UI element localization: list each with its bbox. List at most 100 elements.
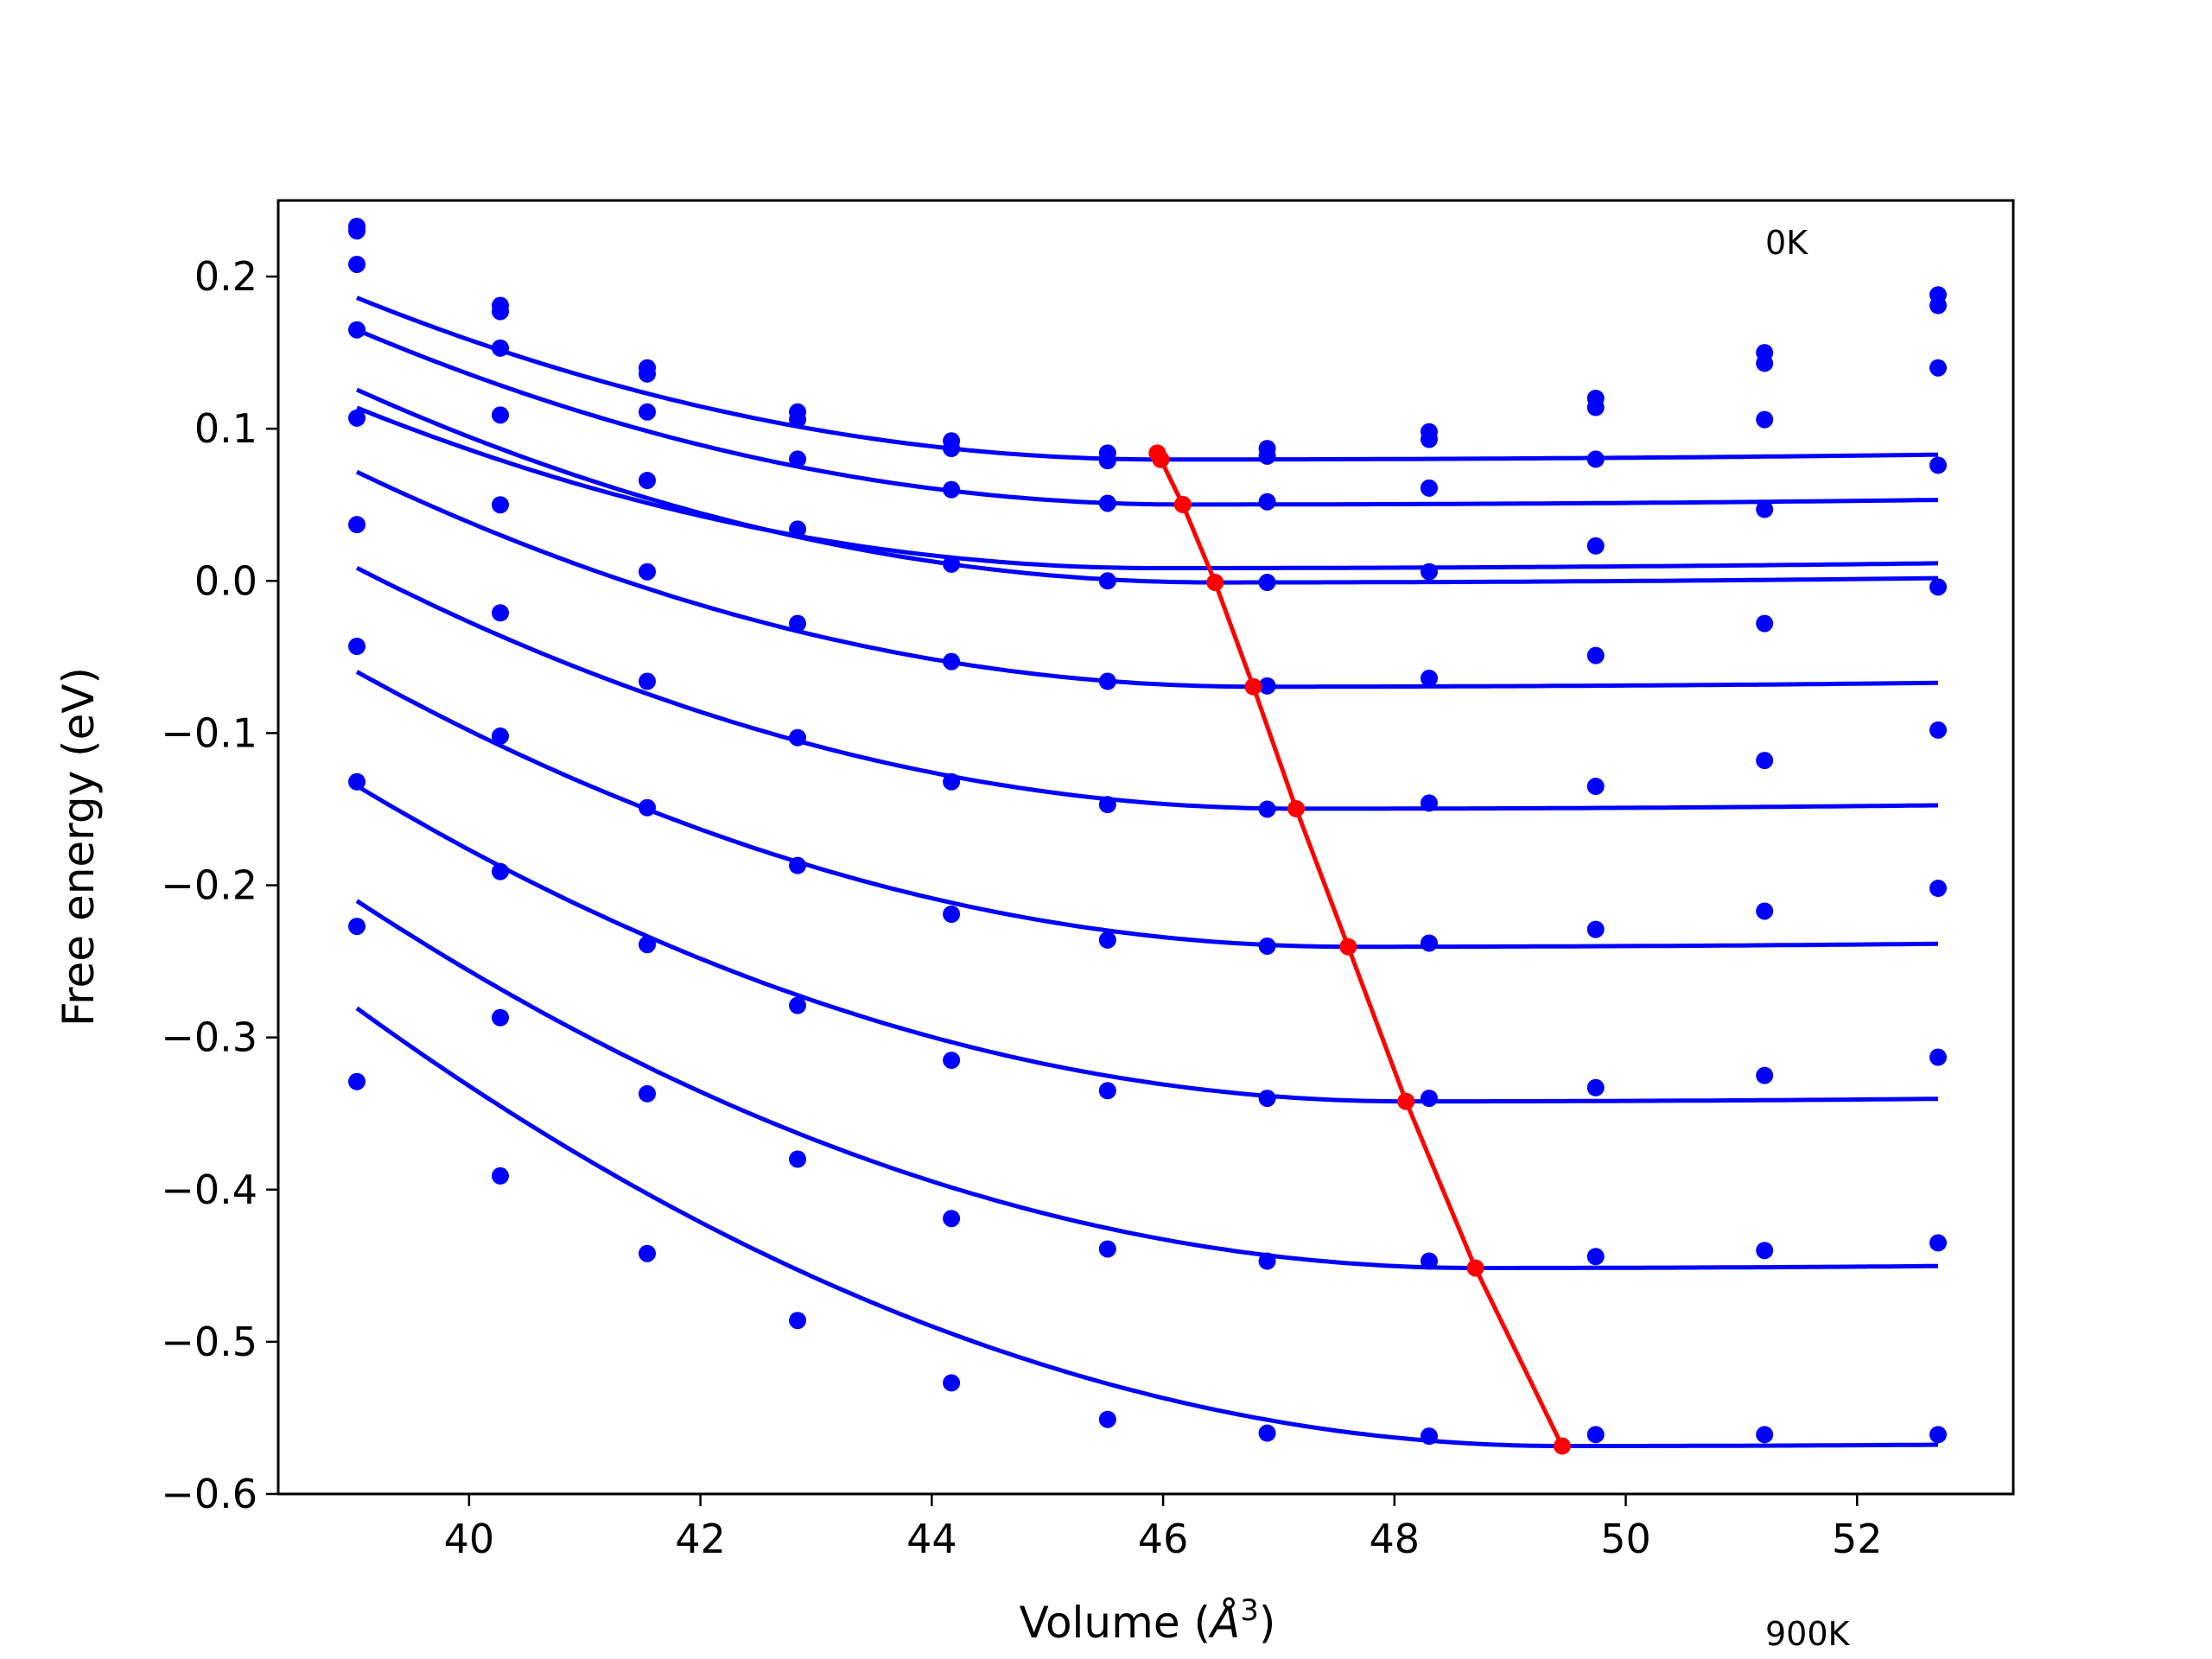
data-point xyxy=(1756,1242,1774,1260)
y-tick-label: −0.6 xyxy=(161,1471,257,1517)
y-tick-label: −0.3 xyxy=(161,1014,257,1061)
data-point xyxy=(1258,937,1276,955)
minimum-point xyxy=(1152,450,1170,468)
data-point xyxy=(789,728,807,747)
data-point xyxy=(348,255,366,273)
data-point xyxy=(1929,1234,1947,1252)
data-point xyxy=(1258,677,1276,695)
data-point xyxy=(1420,794,1438,812)
data-point xyxy=(1586,1078,1605,1096)
data-point xyxy=(1098,494,1116,512)
data-point xyxy=(1420,1090,1438,1108)
fit-curve-4 xyxy=(355,469,1939,690)
data-point xyxy=(1420,1252,1438,1270)
data-point xyxy=(1586,1426,1605,1444)
data-point xyxy=(1756,354,1774,372)
data-point xyxy=(1098,1240,1116,1258)
x-tick-label: 48 xyxy=(1370,1516,1421,1562)
data-point xyxy=(639,672,657,690)
data-point xyxy=(1929,1048,1947,1066)
data-point xyxy=(348,1072,366,1090)
x-tick-label: 40 xyxy=(444,1516,495,1562)
data-point xyxy=(1586,537,1605,555)
data-point xyxy=(1756,410,1774,429)
minimum-point xyxy=(1244,677,1262,696)
x-tick-label: 50 xyxy=(1600,1516,1651,1562)
fit-curve-2 xyxy=(356,327,1939,507)
data-point xyxy=(1756,1426,1774,1444)
data-point xyxy=(1586,1248,1605,1266)
data-point xyxy=(492,1008,510,1027)
x-tick-label: 46 xyxy=(1138,1516,1189,1562)
data-point xyxy=(789,520,807,538)
data-point xyxy=(492,604,510,622)
data-point xyxy=(943,905,961,923)
data-point xyxy=(789,1312,807,1330)
y-tick-label: −0.5 xyxy=(161,1319,257,1365)
data-point xyxy=(639,563,657,581)
minimum-point xyxy=(1173,495,1192,513)
minimum-point xyxy=(1287,799,1306,817)
data-point xyxy=(1756,500,1774,518)
fit-curve-5 xyxy=(355,565,1939,811)
x-tick-label: 42 xyxy=(675,1516,726,1562)
data-point xyxy=(1420,670,1438,688)
data-point xyxy=(1098,931,1116,949)
data-point xyxy=(943,1052,961,1070)
data-point xyxy=(348,638,366,656)
y-tick-label: −0.1 xyxy=(161,709,257,756)
data-point xyxy=(348,772,366,791)
data-point xyxy=(492,862,510,880)
data-point xyxy=(1098,672,1116,690)
minimum-point xyxy=(1466,1259,1484,1277)
data-point xyxy=(492,406,510,424)
data-point xyxy=(1756,614,1774,632)
data-point xyxy=(1586,398,1605,416)
y-tick-label: −0.2 xyxy=(161,862,257,909)
data-point xyxy=(348,409,366,427)
data-point xyxy=(789,1150,807,1168)
data-point xyxy=(1756,752,1774,770)
data-point xyxy=(1098,1082,1116,1100)
data-point xyxy=(639,1244,657,1262)
data-point xyxy=(639,403,657,421)
data-point xyxy=(943,480,961,499)
y-axis-label: Free energy (eV) xyxy=(54,667,104,1027)
data-point xyxy=(348,321,366,339)
data-point xyxy=(492,727,510,745)
data-point xyxy=(639,472,657,490)
data-point xyxy=(1929,359,1947,377)
data-point xyxy=(943,440,961,458)
plot-area xyxy=(348,217,1947,1455)
data-point xyxy=(492,339,510,357)
data-point xyxy=(1098,796,1116,814)
minimum-point xyxy=(1397,1092,1415,1110)
data-point xyxy=(789,614,807,632)
data-point xyxy=(789,450,807,468)
x-tick-label: 44 xyxy=(906,1516,957,1562)
data-point xyxy=(1929,721,1947,739)
data-point xyxy=(789,856,807,874)
data-point xyxy=(1258,800,1276,818)
data-point xyxy=(789,996,807,1014)
data-point xyxy=(1258,1252,1276,1270)
data-point xyxy=(492,1166,510,1185)
data-point xyxy=(1420,479,1438,497)
data-point xyxy=(492,496,510,514)
data-point xyxy=(639,798,657,817)
data-point xyxy=(348,222,366,240)
fit-curve-0 xyxy=(356,405,1939,570)
data-point xyxy=(1258,447,1276,465)
data-point xyxy=(1420,430,1438,448)
data-point xyxy=(1586,920,1605,938)
data-point xyxy=(1929,578,1947,596)
minimum-point xyxy=(1339,938,1357,956)
data-point xyxy=(1586,450,1605,468)
data-point xyxy=(1929,296,1947,315)
data-point xyxy=(943,1374,961,1392)
x-axis-label: Volume (Å3) xyxy=(1020,1593,1276,1648)
annotation-900k: 900K xyxy=(1765,1615,1851,1653)
minimum-point xyxy=(1553,1437,1571,1455)
